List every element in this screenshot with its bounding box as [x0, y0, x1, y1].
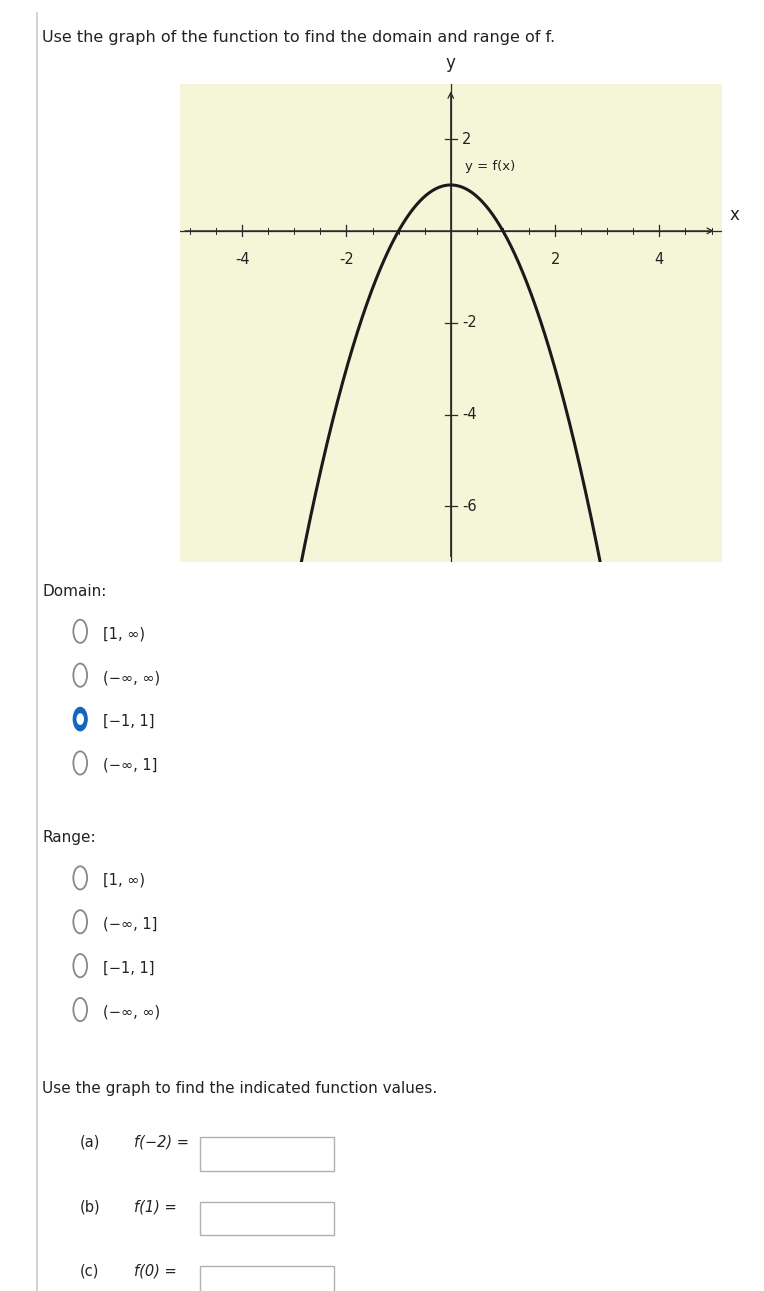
- Text: Domain:: Domain:: [42, 584, 106, 599]
- Text: (b): (b): [80, 1199, 101, 1215]
- Text: x: x: [730, 207, 740, 225]
- Text: -6: -6: [462, 498, 477, 514]
- Text: f(0) =: f(0) =: [134, 1264, 176, 1279]
- Text: 2: 2: [550, 252, 560, 266]
- Text: 2: 2: [462, 132, 471, 147]
- Text: -2: -2: [462, 315, 477, 330]
- Text: [−1, 1]: [−1, 1]: [103, 961, 154, 976]
- Text: f(−2) =: f(−2) =: [134, 1135, 189, 1150]
- Text: -4: -4: [462, 407, 477, 422]
- Text: [−1, 1]: [−1, 1]: [103, 714, 154, 729]
- Text: y = f(x): y = f(x): [465, 160, 516, 173]
- Text: (−∞, ∞): (−∞, ∞): [103, 670, 160, 686]
- Text: Range:: Range:: [42, 830, 96, 846]
- Text: [1, ∞): [1, ∞): [103, 873, 145, 888]
- Text: [1, ∞): [1, ∞): [103, 626, 145, 642]
- Text: (−∞, 1]: (−∞, 1]: [103, 758, 157, 773]
- Text: (−∞, ∞): (−∞, ∞): [103, 1004, 160, 1020]
- Text: Use the graph to find the indicated function values.: Use the graph to find the indicated func…: [42, 1081, 437, 1096]
- Text: y: y: [446, 54, 455, 72]
- Text: Use the graph of the function to find the domain and range of f.: Use the graph of the function to find th…: [42, 30, 555, 45]
- Text: f(1) =: f(1) =: [134, 1199, 176, 1215]
- Text: 4: 4: [655, 252, 664, 266]
- Text: (−∞, 1]: (−∞, 1]: [103, 917, 157, 932]
- Text: -4: -4: [235, 252, 249, 266]
- Text: (c): (c): [80, 1264, 99, 1279]
- Text: (a): (a): [80, 1135, 101, 1150]
- Text: -2: -2: [339, 252, 354, 266]
